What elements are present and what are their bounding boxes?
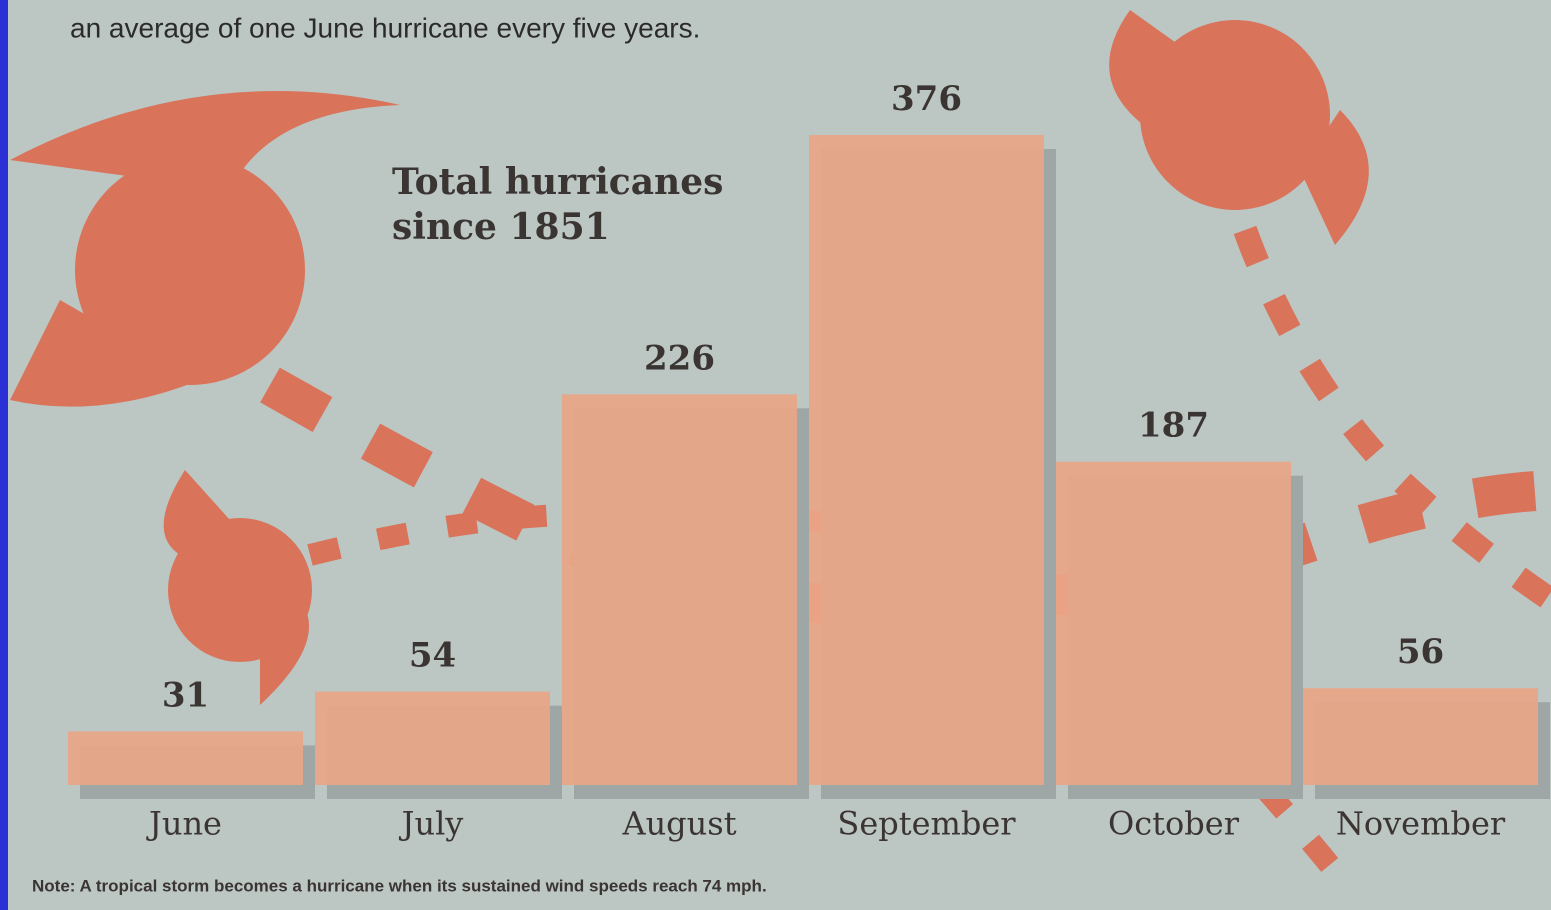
value-label: 187 (1138, 406, 1209, 446)
bar (562, 394, 797, 785)
bar (68, 731, 303, 785)
x-tick-label: September (837, 805, 1016, 843)
bar (1056, 462, 1291, 785)
x-tick-label: August (621, 805, 736, 843)
bar (1303, 688, 1538, 785)
value-label: 56 (1397, 632, 1444, 672)
x-tick-label: October (1108, 805, 1240, 843)
bar (315, 692, 550, 785)
value-label: 54 (409, 636, 456, 676)
chart: an average of one June hurricane every f… (0, 0, 1551, 910)
chart-title: since 1851 (392, 206, 610, 248)
page: an average of one June hurricane every f… (0, 0, 1551, 910)
value-label: 226 (644, 338, 715, 378)
subtitle: an average of one June hurricane every f… (70, 12, 700, 43)
value-label: 31 (162, 675, 209, 715)
note: Note: A tropical storm becomes a hurrica… (32, 876, 767, 895)
x-tick-label: June (146, 805, 222, 843)
value-label: 376 (891, 79, 962, 119)
x-tick-label: November (1336, 805, 1506, 843)
x-tick-label: July (399, 805, 464, 843)
chart-title: Total hurricanes (392, 161, 723, 203)
bar (809, 135, 1044, 785)
